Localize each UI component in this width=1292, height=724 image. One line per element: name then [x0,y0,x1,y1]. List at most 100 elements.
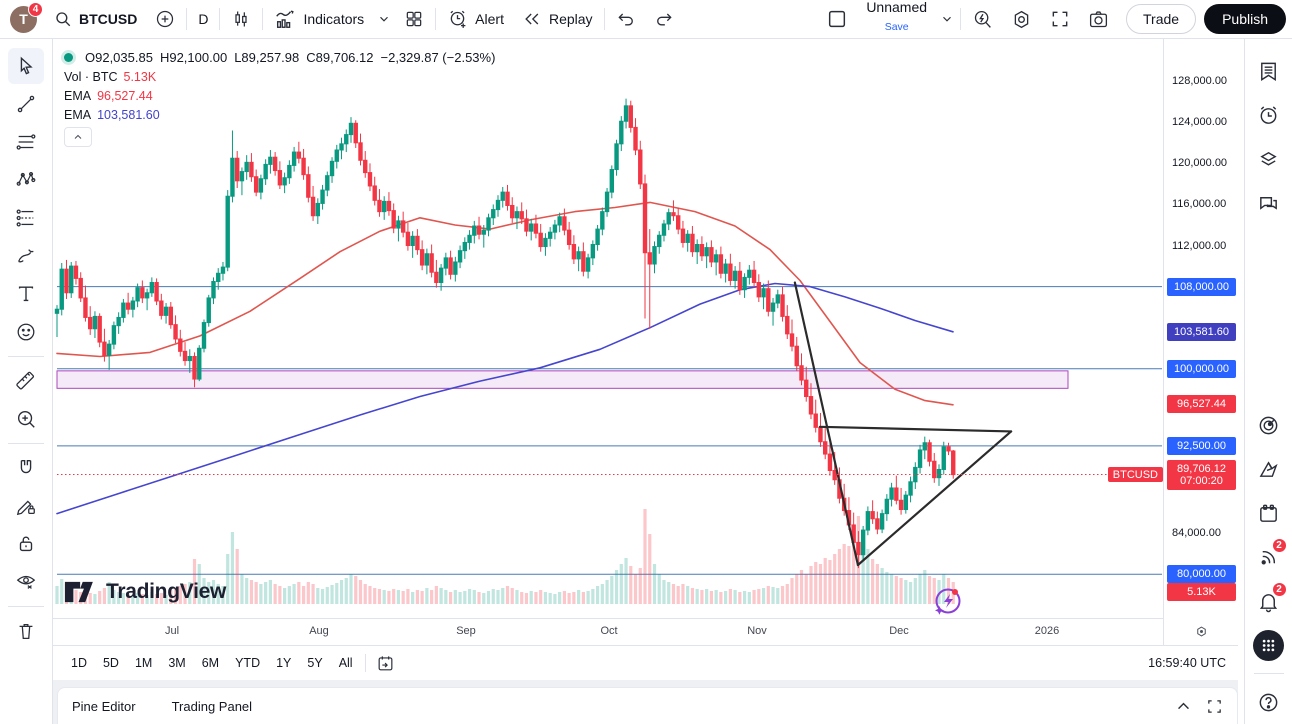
drawing-mode-lock-tool[interactable] [8,488,44,524]
apps-button[interactable] [1250,623,1288,667]
candle-body [415,235,420,251]
tradingview-logo-icon [64,581,93,603]
streams-button[interactable]: 2 [1250,535,1288,579]
candle-body [718,254,724,274]
chart-style-button[interactable] [222,0,260,38]
volume-bar [714,590,718,604]
range-button-6m[interactable]: 6M [201,656,220,670]
interval-button[interactable]: D [189,0,217,38]
candle-body [823,441,828,455]
time-axis-label: Nov [747,625,767,637]
range-button-1m[interactable]: 1M [134,656,153,670]
volume-bar [192,559,197,604]
timezone-clock[interactable]: 16:59:40 UTC [1148,656,1226,670]
fullscreen-button[interactable] [1041,0,1079,38]
quick-search-button[interactable] [963,0,1002,38]
redo-button[interactable] [645,0,683,38]
hotlists-button[interactable] [1250,403,1288,447]
parallel-lines-tool[interactable] [8,124,44,160]
trend-line-tool[interactable] [8,86,44,122]
go-to-date-icon [378,655,393,670]
trade-button[interactable]: Trade [1126,4,1197,34]
symbol-legend-row[interactable]: O92,035.85 H92,100.00 L89,257.98 C89,706… [64,50,495,65]
measure-tool[interactable] [8,363,44,399]
volume-bar [325,587,329,604]
replay-label: Replay [548,11,593,27]
range-button-1d[interactable]: 1D [71,656,87,670]
range-button-ytd[interactable]: YTD [235,656,261,670]
hide-drawings-tool[interactable] [8,564,44,600]
time-axis[interactable]: Jul Aug Sep Oct Nov Dec 2026 [53,618,1163,645]
candle-body [225,195,230,268]
price-axis[interactable]: 128,000.00 124,000.00 120,000.00 116,000.00… [1163,39,1238,618]
volume-bar [344,578,348,604]
help-button[interactable] [1250,680,1288,724]
emoji-tool[interactable] [8,314,44,350]
text-tool[interactable] [8,276,44,312]
lock-all-drawings-tool[interactable] [8,526,44,562]
watchlist-button[interactable] [1250,49,1288,93]
undo-button[interactable] [607,0,645,38]
alerts-button[interactable] [1250,93,1288,137]
layout-preview-button[interactable] [817,0,857,38]
publish-button[interactable]: Publish [1204,4,1286,34]
ideas-button[interactable] [1250,447,1288,491]
candle-body [889,487,894,500]
range-button-5d[interactable]: 5D [102,656,119,670]
remove-drawings-tool[interactable] [8,613,44,649]
open-value: O92,035.85 [85,50,153,65]
tab-pine-editor[interactable]: Pine Editor [72,698,136,714]
volume-bar [889,574,894,604]
price-axis-settings[interactable] [1163,618,1238,645]
price-chart-canvas[interactable] [53,39,1163,618]
legend-collapse-button[interactable] [64,127,92,147]
range-button-3m[interactable]: 3M [168,656,186,670]
replay-button[interactable]: Replay [513,0,602,38]
indicators-button[interactable]: Indicators [265,0,373,38]
chart-pane[interactable]: O92,035.85 H92,100.00 L89,257.98 C89,706… [53,39,1163,618]
go-to-date-button[interactable] [376,654,395,673]
ema-slow-legend-row[interactable]: EMA 103,581.60 [64,108,495,122]
volume-bar [349,574,353,604]
ema-fast-legend-row[interactable]: EMA 96,527.44 [64,89,495,103]
xabcd-pattern-tool[interactable] [8,162,44,198]
snapshot-button[interactable] [1079,0,1118,38]
indicator-templates-chevron[interactable] [373,0,395,38]
compare-add-symbol-button[interactable] [146,0,184,38]
range-button-1y[interactable]: 1Y [276,656,292,670]
save-link[interactable]: Save [884,21,909,34]
panel-expand-button[interactable] [1175,698,1192,715]
user-avatar[interactable]: T 4 [10,1,43,33]
symbol-search-button[interactable]: BTCUSD [45,0,146,38]
brush-tool[interactable] [8,238,44,274]
candle-body [334,149,339,162]
tab-trading-panel[interactable]: Trading Panel [171,698,253,714]
range-button-all[interactable]: All [338,656,353,670]
candle-body [263,163,268,180]
calendar-button[interactable] [1250,491,1288,535]
volume-bar [619,564,623,604]
volume-bar [164,595,168,604]
fib-retracement-tool[interactable] [8,200,44,236]
volume-bar [828,560,832,604]
layout-menu-chevron[interactable] [936,0,958,38]
candle-body [434,271,439,284]
tradingview-logo[interactable]: TradingView [64,580,226,604]
volume-bar [292,584,296,604]
candle-body [320,189,325,204]
range-button-5y[interactable]: 5Y [307,656,323,670]
zoom-in-tool[interactable] [8,401,44,437]
layout-grid-button[interactable] [395,0,433,38]
cursor-tool[interactable] [8,48,44,84]
chat-button[interactable] [1250,181,1288,225]
object-tree-button[interactable] [1250,137,1288,181]
volume-legend-row[interactable]: Vol · BTC 5.13K [64,70,495,84]
volume-bar [690,588,695,604]
notifications-button[interactable]: 2 [1250,579,1288,623]
candle-body [92,315,98,330]
panel-maximize-button[interactable] [1206,698,1223,715]
layout-name-button[interactable]: Unnamed Save [857,0,936,38]
alert-button[interactable]: Alert [438,0,513,38]
chart-settings-button[interactable] [1002,0,1041,38]
magnet-mode-tool[interactable] [8,450,44,486]
